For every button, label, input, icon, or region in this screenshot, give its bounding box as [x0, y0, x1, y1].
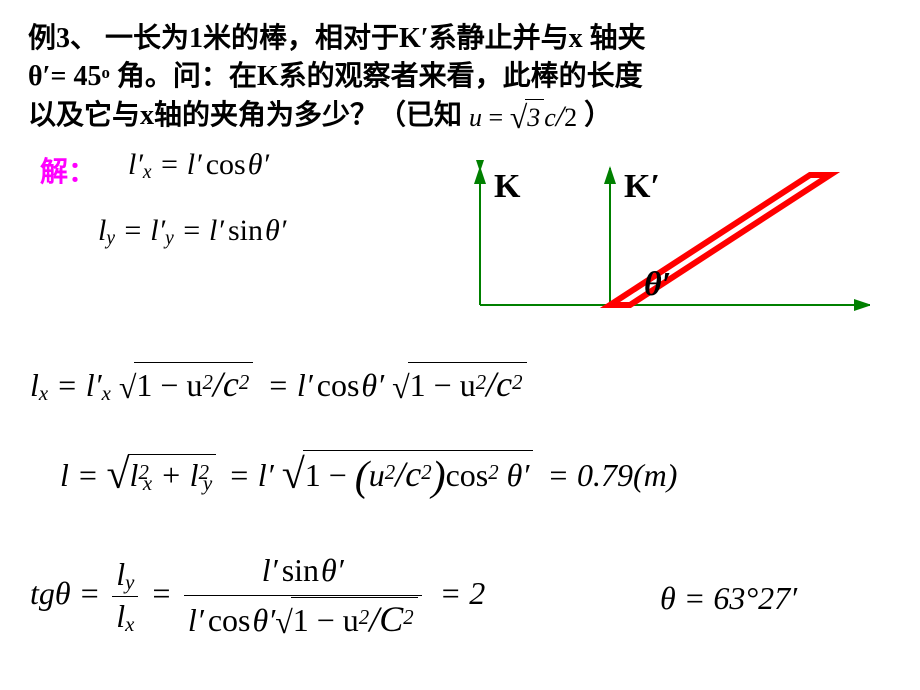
problem-line3a: 以及它与x轴的夹角为多少？（已知: [28, 100, 462, 131]
problem-text: 例3、 一长为1米的棒，相对于K′系静止并与x 轴夹 θ′= 45o 角。问：在…: [28, 20, 892, 139]
problem-line3c: ）: [584, 100, 612, 131]
solution-label: 解：: [40, 150, 96, 190]
equation-4: l = √l2x + l2y = l′ √1 − (u2/c2)cos2 θ′ …: [60, 450, 677, 501]
equation-5: tgθ = ly lx = l′sinθ′ l′cosθ′√1 − u2/C2 …: [30, 552, 485, 641]
equation-3: lx = l′x √1 − u2/c2 = l′cosθ′ √1 − u2/c2: [30, 362, 527, 406]
equation-6: θ = 63°27′: [660, 580, 797, 617]
k-frame-label: K: [494, 168, 520, 206]
reference-frame-diagram: K K′ θ′: [470, 160, 840, 320]
problem-line2b: 角。问：在K系的观察者来看，此棒的长度: [117, 61, 643, 92]
theta-prime-label: θ′: [644, 266, 671, 304]
equation-2: ly = l′y = l′sinθ′: [98, 214, 286, 250]
problem-line1: 例3、 一长为1米的棒，相对于K′系静止并与x 轴夹: [28, 23, 646, 54]
kprime-frame-label: K′: [624, 168, 660, 206]
given-formula: u = √3c/2: [469, 96, 577, 139]
problem-line2a: θ′= 45: [28, 61, 101, 92]
equation-1: l′x = l′cosθ′: [128, 148, 269, 184]
diagram-svg: [470, 160, 870, 330]
